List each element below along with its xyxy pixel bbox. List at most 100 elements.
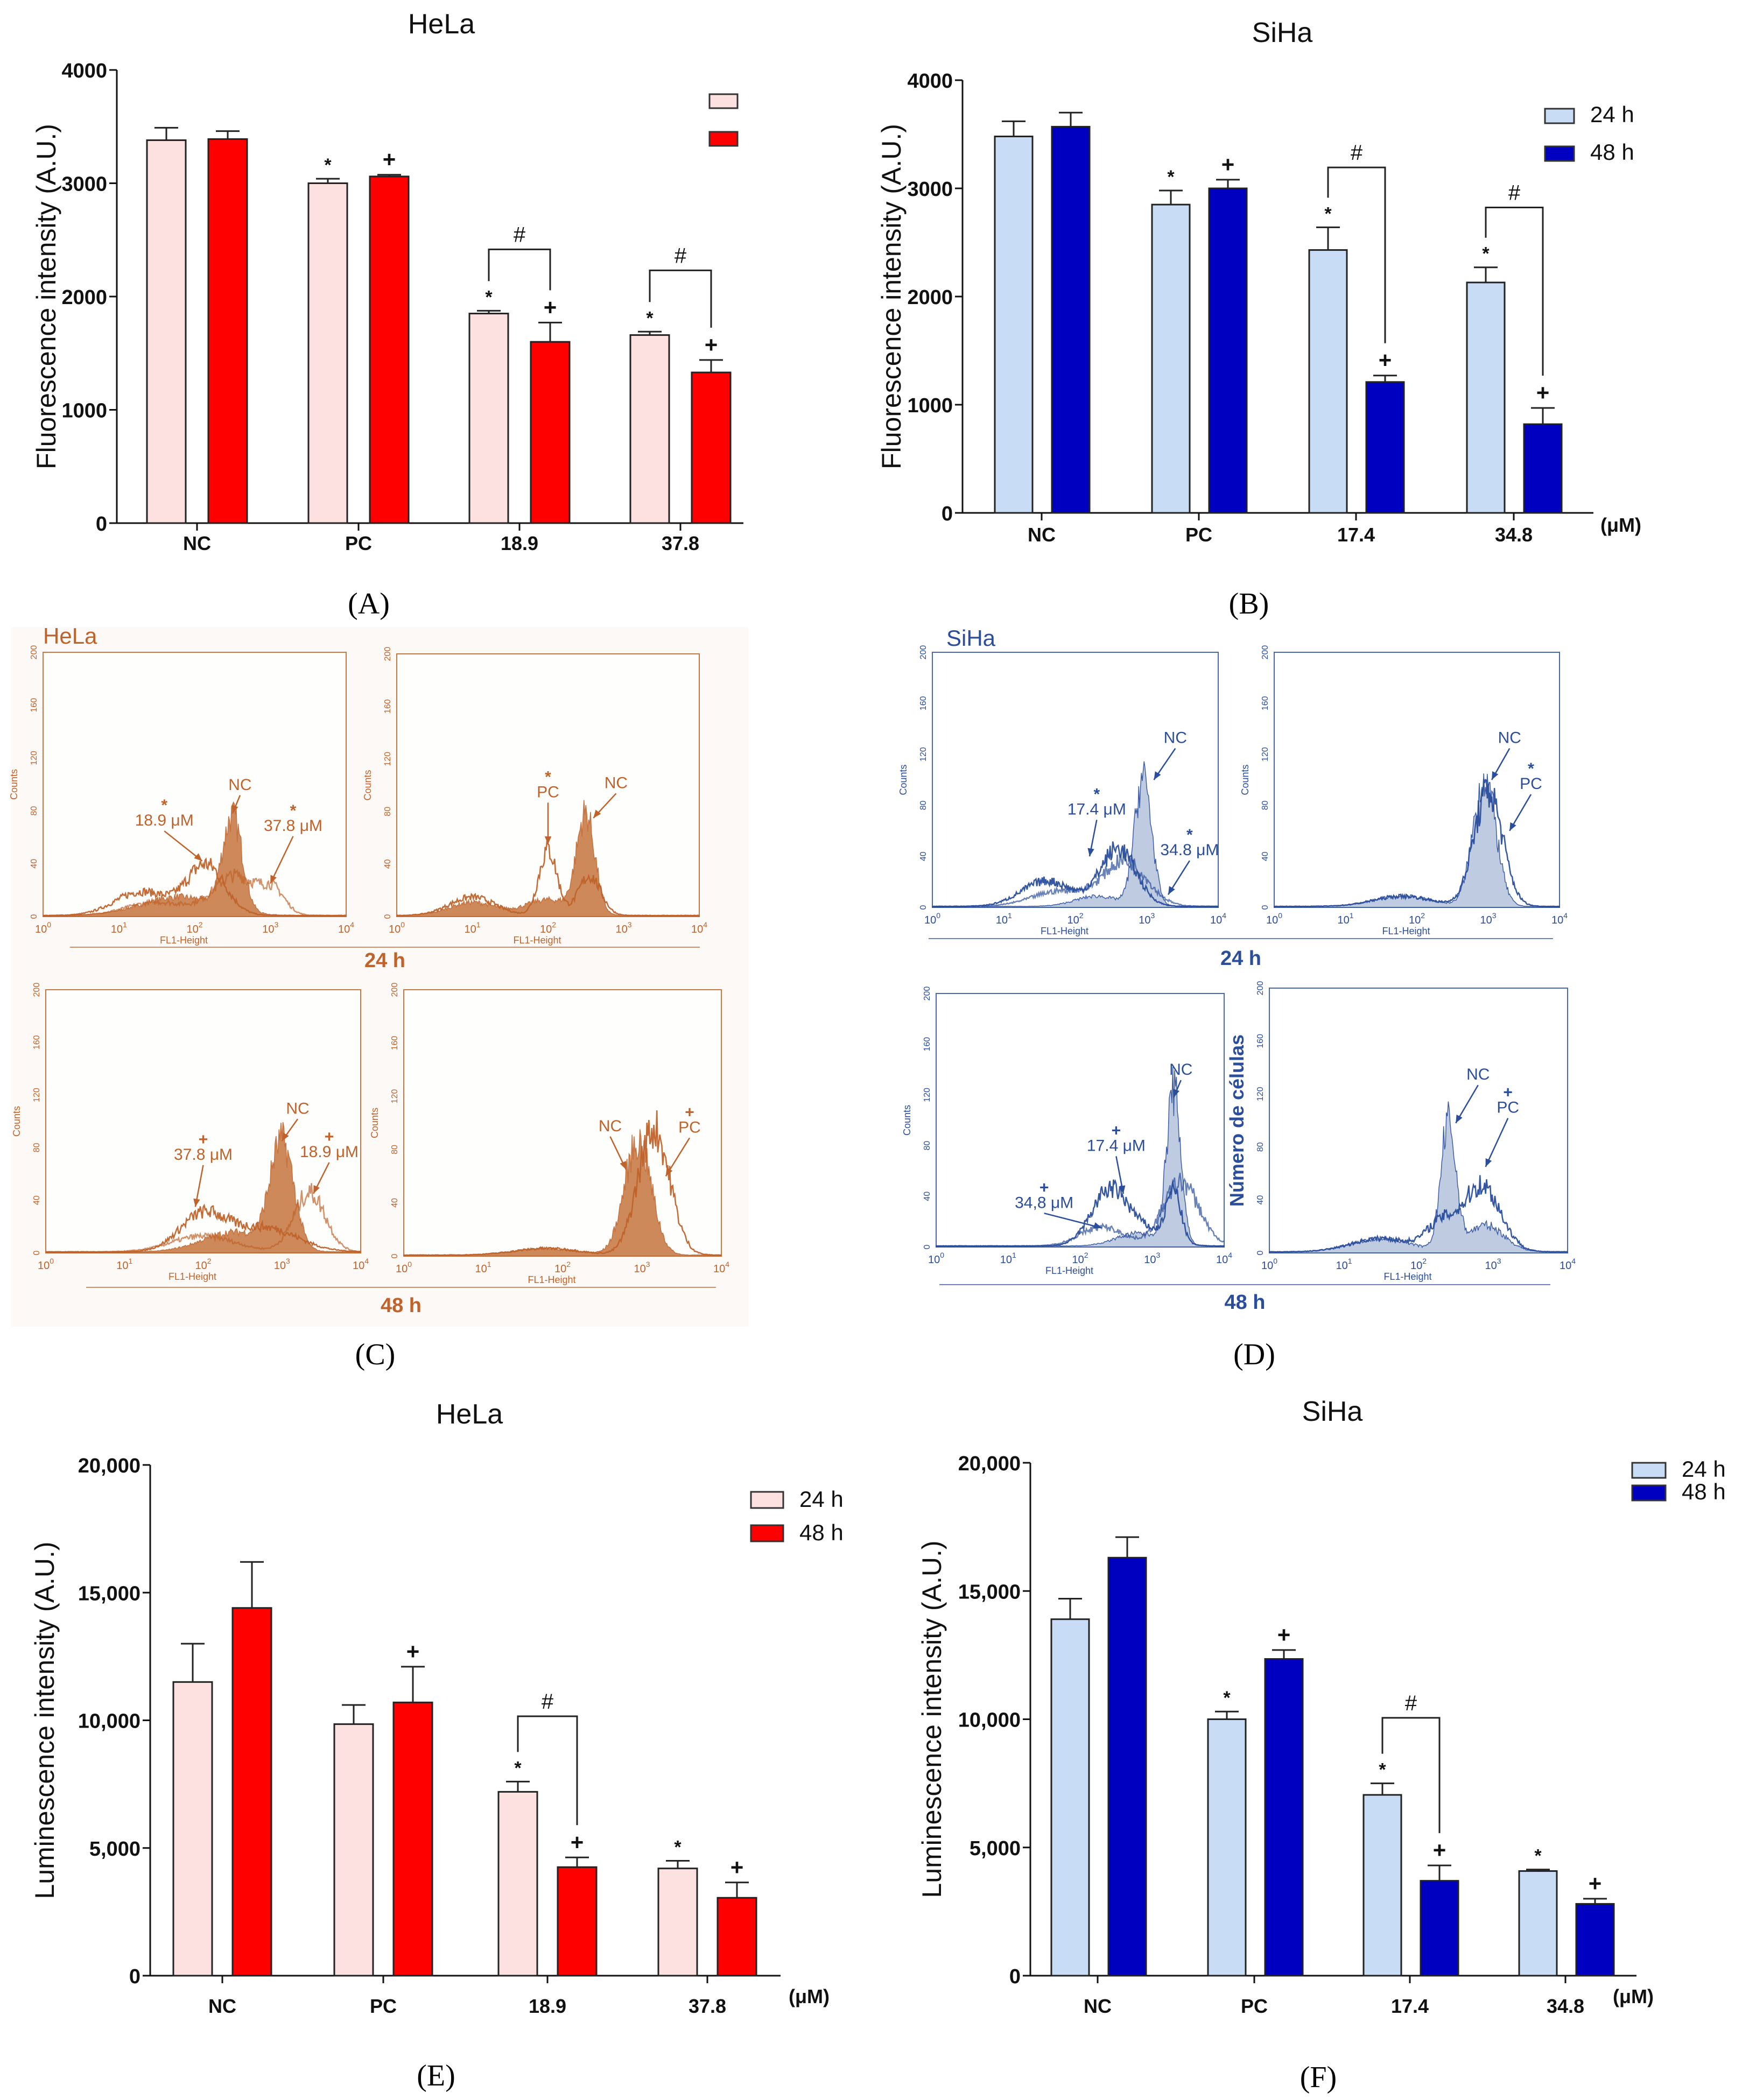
y-tick-label: 1000 — [907, 394, 953, 417]
plot-frame — [396, 653, 700, 917]
y-tick-label: 200 — [390, 983, 399, 997]
panel-label-d: (D) — [1233, 1338, 1275, 1371]
annotation-label: NC — [1466, 1066, 1490, 1083]
x-axis-label: FL1-Height — [1383, 1271, 1431, 1282]
y-tick-label: 80 — [30, 806, 39, 816]
x-axis-label: FL1-Height — [1382, 926, 1430, 936]
plot-frame — [932, 652, 1219, 908]
x-tick-label: 103 — [1139, 911, 1155, 926]
x-tick-exponent: 1 — [1012, 1251, 1016, 1259]
time-label: 48 h — [381, 1294, 422, 1317]
x-tick-exponent: 2 — [207, 1257, 212, 1265]
y-tick-label: 0 — [390, 1253, 399, 1258]
x-tick-label: PC — [345, 532, 372, 554]
panel-label-e: (E) — [417, 2059, 455, 2092]
annotation-label: NC — [605, 774, 628, 792]
y-tick-label: 160 — [32, 1035, 41, 1049]
legend-label: 24 h — [1590, 102, 1634, 127]
y-tick-label: 120 — [30, 751, 39, 765]
legend-swatch — [1544, 145, 1575, 162]
bar-series1 — [1207, 1718, 1247, 1977]
x-tick-exponent: 3 — [274, 920, 278, 929]
significance-mark: + — [544, 294, 557, 320]
y-tick-label: 120 — [919, 747, 928, 762]
bracket-mark: # — [1405, 1692, 1417, 1715]
x-tick-label: 104 — [1210, 911, 1226, 926]
arrowhead-icon — [270, 875, 277, 884]
x-tick-exponent: 1 — [1008, 911, 1012, 920]
y-axis-label: Counts — [898, 764, 909, 795]
y-tick-label: 80 — [383, 807, 392, 816]
y-tick-label: 80 — [32, 1143, 41, 1152]
bar-series2 — [369, 175, 410, 524]
arrowhead-icon — [231, 805, 238, 814]
legend-swatch — [1631, 1484, 1667, 1502]
bar-series1 — [307, 182, 348, 524]
x-axis-label: FL1-Height — [513, 935, 561, 946]
y-tick-label: 160 — [30, 698, 39, 713]
bracket-mark: # — [1351, 141, 1363, 165]
annotation-label: 17.4 μM — [1067, 800, 1126, 818]
annotation-label: 18.9 μM — [135, 812, 194, 829]
bar-series1 — [333, 1723, 374, 1977]
arrowhead-icon — [1492, 771, 1499, 780]
legend-label: 48 h — [799, 1520, 844, 1545]
y-axis-label: Counts — [9, 769, 19, 800]
significance-bracket — [649, 269, 712, 328]
y-tick-label: 120 — [1261, 747, 1270, 762]
bar-series1 — [1050, 1618, 1090, 1977]
bar-chart-a: HeLa 0 1000 2000 3000 4000 Fluorescence intens… — [31, 9, 743, 554]
significance-mark: * — [646, 308, 654, 328]
arrowhead-icon — [593, 809, 601, 818]
bar-series1 — [146, 139, 187, 524]
significance-mark: + — [1221, 152, 1235, 177]
legend-label: 24 h — [799, 1486, 844, 1512]
x-tick-label: 103 — [1480, 911, 1496, 926]
y-tick-label: 5,000 — [89, 1838, 141, 1861]
significance-mark: * — [1379, 1760, 1386, 1780]
y-tick-label: 3000 — [61, 173, 107, 196]
panel-label-f: (F) — [1300, 2061, 1337, 2094]
x-tick-exponent: 2 — [1079, 911, 1084, 920]
histogram-line — [45, 1183, 361, 1253]
y-tick-label: 120 — [383, 752, 392, 766]
bar-series1 — [629, 334, 670, 524]
x-tick-exponent: 4 — [1563, 911, 1568, 920]
plot-frame — [1269, 988, 1568, 1253]
y-axis-label: Fluorescence intensity (A.U.) — [31, 124, 61, 469]
y-axis-label: Counts — [1240, 764, 1251, 795]
x-tick-label: 104 — [1551, 911, 1568, 926]
annotation-arrow — [164, 830, 203, 862]
bar-series1 — [994, 136, 1034, 514]
y-tick-label: 200 — [923, 986, 932, 1001]
significance-bracket — [1485, 206, 1544, 376]
annotation-mark: * — [1528, 760, 1534, 778]
x-tick-exponent: 4 — [703, 920, 707, 929]
y-tick-label: 120 — [1256, 1087, 1265, 1101]
histogram-line — [1274, 778, 1560, 907]
annotation-label: NC — [1169, 1061, 1192, 1079]
x-tick-label: 102 — [1072, 1251, 1088, 1266]
x-tick-label: NC — [1084, 1995, 1112, 2017]
x-tick-label: 37.8 — [662, 532, 699, 554]
y-tick-label: 2000 — [907, 286, 953, 309]
bar-series1 — [497, 1791, 538, 1977]
annotation-label: 17.4 μM — [1087, 1137, 1146, 1154]
annotation-label: 18.9 μM — [300, 1143, 359, 1161]
legend-label: 48 h — [1682, 1479, 1726, 1504]
x-tick-exponent: 3 — [286, 1257, 290, 1265]
bar-series2 — [1420, 1880, 1459, 1977]
y-tick-label: 80 — [1261, 800, 1270, 810]
y-tick-label: 160 — [919, 696, 928, 710]
x-tick-label: NC — [208, 1995, 236, 2017]
x-tick-exponent: 3 — [646, 1260, 650, 1269]
x-tick-exponent: 3 — [1156, 1251, 1160, 1259]
arrowhead-icon — [1093, 1222, 1102, 1229]
annotation-label: 37.8 μM — [174, 1146, 233, 1164]
x-tick-exponent: 4 — [1222, 911, 1226, 920]
x-tick-exponent: 1 — [1348, 1257, 1352, 1265]
y-tick-label: 200 — [1256, 981, 1265, 996]
arrowhead-icon — [193, 1198, 200, 1207]
bar-series2 — [717, 1897, 757, 1977]
